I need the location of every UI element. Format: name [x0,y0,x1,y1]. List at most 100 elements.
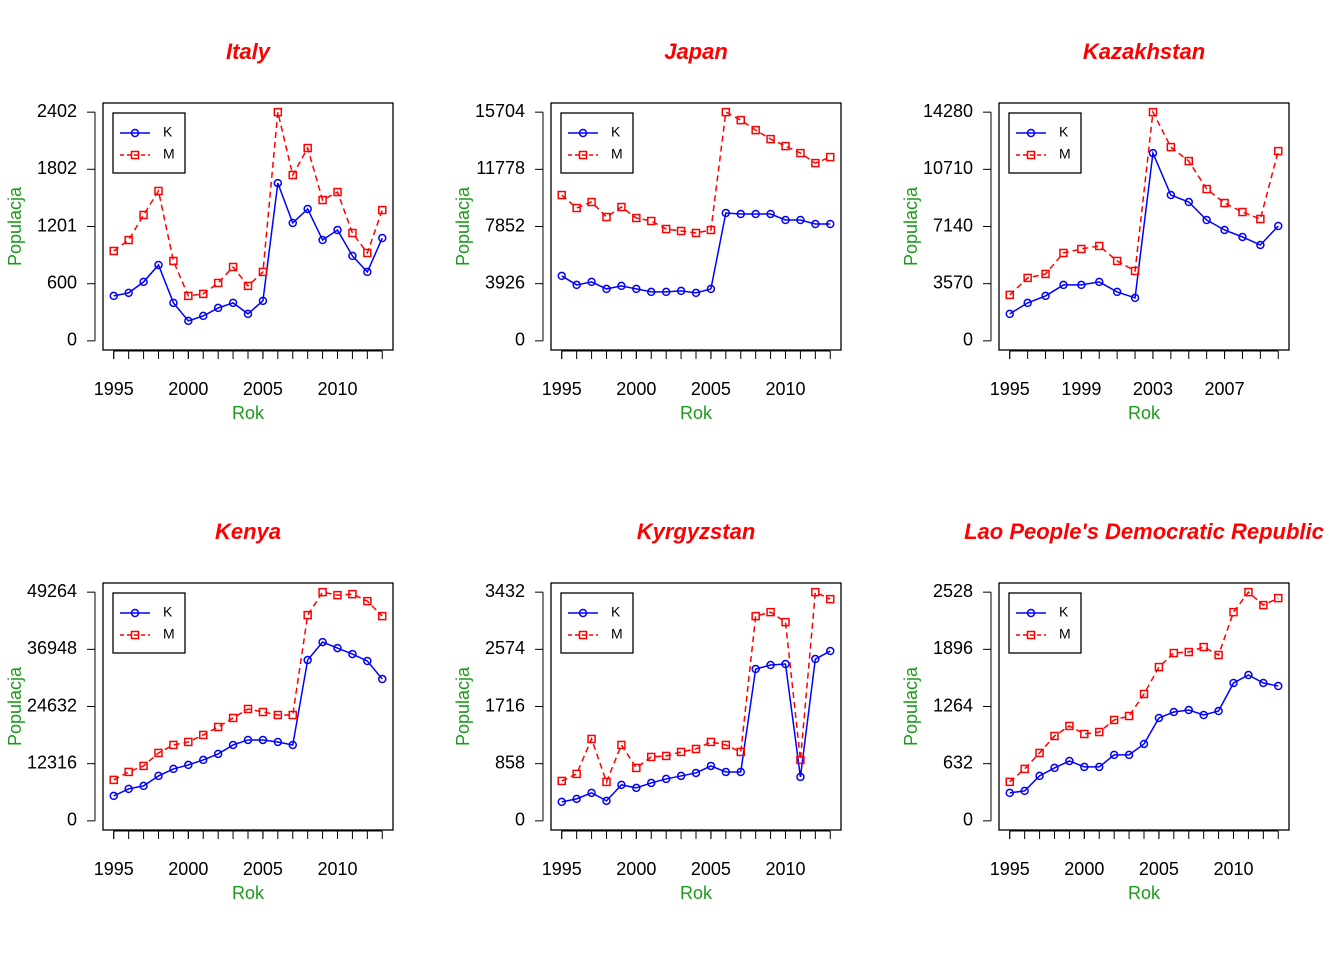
marker [572,280,581,290]
legend-label: K [1059,604,1069,620]
x-axis-label: Rok [1128,883,1161,903]
marker [602,796,611,806]
marker [766,209,775,219]
marker [1020,764,1029,774]
y-tick-label: 1716 [485,695,525,715]
y-tick-label: 3432 [485,581,525,601]
series-line [561,212,831,294]
y-tick-label: 3926 [485,272,525,292]
x-tick-label: 1995 [94,859,134,879]
marker [578,630,588,640]
marker [198,755,208,765]
marker [124,235,133,245]
marker [557,776,566,786]
legend-box [1008,592,1082,654]
marker [1023,298,1032,308]
marker [303,610,312,620]
marker [1109,715,1119,725]
marker [1238,207,1247,217]
marker [109,291,118,301]
legend-label: K [1059,124,1069,140]
marker [363,248,372,258]
marker [1050,763,1059,773]
x-tick-label: 2005 [691,379,731,399]
marker [1169,707,1179,717]
plot-frame [550,102,842,351]
y-axis-label: Populacja [453,186,473,266]
y-tick-label: 0 [67,330,77,350]
marker [1026,150,1036,160]
marker [124,784,133,794]
legend-label: M [611,146,623,162]
marker [796,772,805,782]
series-line [1009,674,1279,794]
legend-box [1008,112,1082,174]
x-tick-label: 1995 [990,379,1030,399]
marker [766,660,775,670]
marker [1077,280,1086,290]
marker [1026,128,1036,138]
marker [154,186,163,196]
legend-label: M [163,146,175,162]
legend-label: K [163,604,173,620]
marker [1184,156,1194,166]
marker [1202,215,1211,225]
y-tick-label: 1802 [37,158,77,178]
marker [363,656,372,666]
marker [602,284,611,294]
marker [1274,681,1283,691]
marker [1256,214,1265,224]
y-tick-label: 0 [515,810,525,830]
marker [781,617,790,627]
x-tick-label: 2010 [1213,859,1253,879]
marker [154,771,163,781]
x-tick-label: 2000 [616,379,656,399]
marker [1184,705,1194,715]
marker [1229,607,1238,617]
marker [1148,107,1158,117]
marker [706,737,716,747]
series-line [561,591,831,785]
marker [1202,184,1211,194]
marker [617,202,626,212]
marker [303,204,312,214]
marker [646,778,656,788]
legend-box [112,112,186,174]
marker [811,158,820,168]
marker [1065,756,1074,766]
marker [691,288,701,298]
marker [318,235,327,245]
y-tick-label: 0 [515,330,525,350]
marker [736,115,746,125]
marker [130,630,140,640]
marker [243,704,253,714]
series-line [113,591,383,781]
marker [124,288,133,298]
marker [1112,287,1122,297]
marker [811,654,820,664]
marker [1220,198,1229,208]
marker [826,219,835,229]
chart-title: Kyrgyzstan [637,519,756,544]
marker [676,226,686,236]
marker [198,730,208,740]
marker [1169,648,1179,658]
marker [1124,711,1134,721]
marker [578,608,588,618]
marker [781,659,790,669]
panel: Kenya 0 12316 24632 36948 49264 1995 2000 2005 20… [5,519,394,903]
marker [318,195,327,205]
marker [303,143,312,153]
marker [288,170,298,180]
marker [273,710,283,720]
x-tick-label: 1999 [1061,379,1101,399]
y-tick-label: 1264 [933,695,973,715]
marker [676,747,686,757]
marker [766,134,775,144]
marker [706,225,716,235]
marker [273,107,283,117]
marker [557,797,566,807]
marker [109,246,118,256]
marker [587,197,596,207]
marker [130,128,140,138]
